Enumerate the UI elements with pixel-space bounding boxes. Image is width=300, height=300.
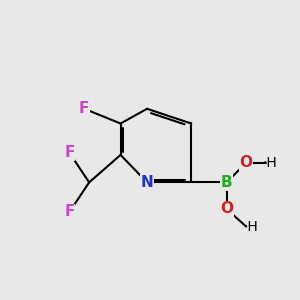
Text: O: O bbox=[220, 201, 233, 216]
Text: O: O bbox=[240, 155, 253, 170]
Text: B: B bbox=[221, 175, 232, 190]
Text: ·H: ·H bbox=[243, 220, 258, 234]
Text: N: N bbox=[141, 175, 153, 190]
Text: F: F bbox=[64, 146, 75, 160]
Text: ·H: ·H bbox=[263, 156, 278, 170]
Text: F: F bbox=[64, 204, 75, 219]
Text: F: F bbox=[79, 101, 89, 116]
